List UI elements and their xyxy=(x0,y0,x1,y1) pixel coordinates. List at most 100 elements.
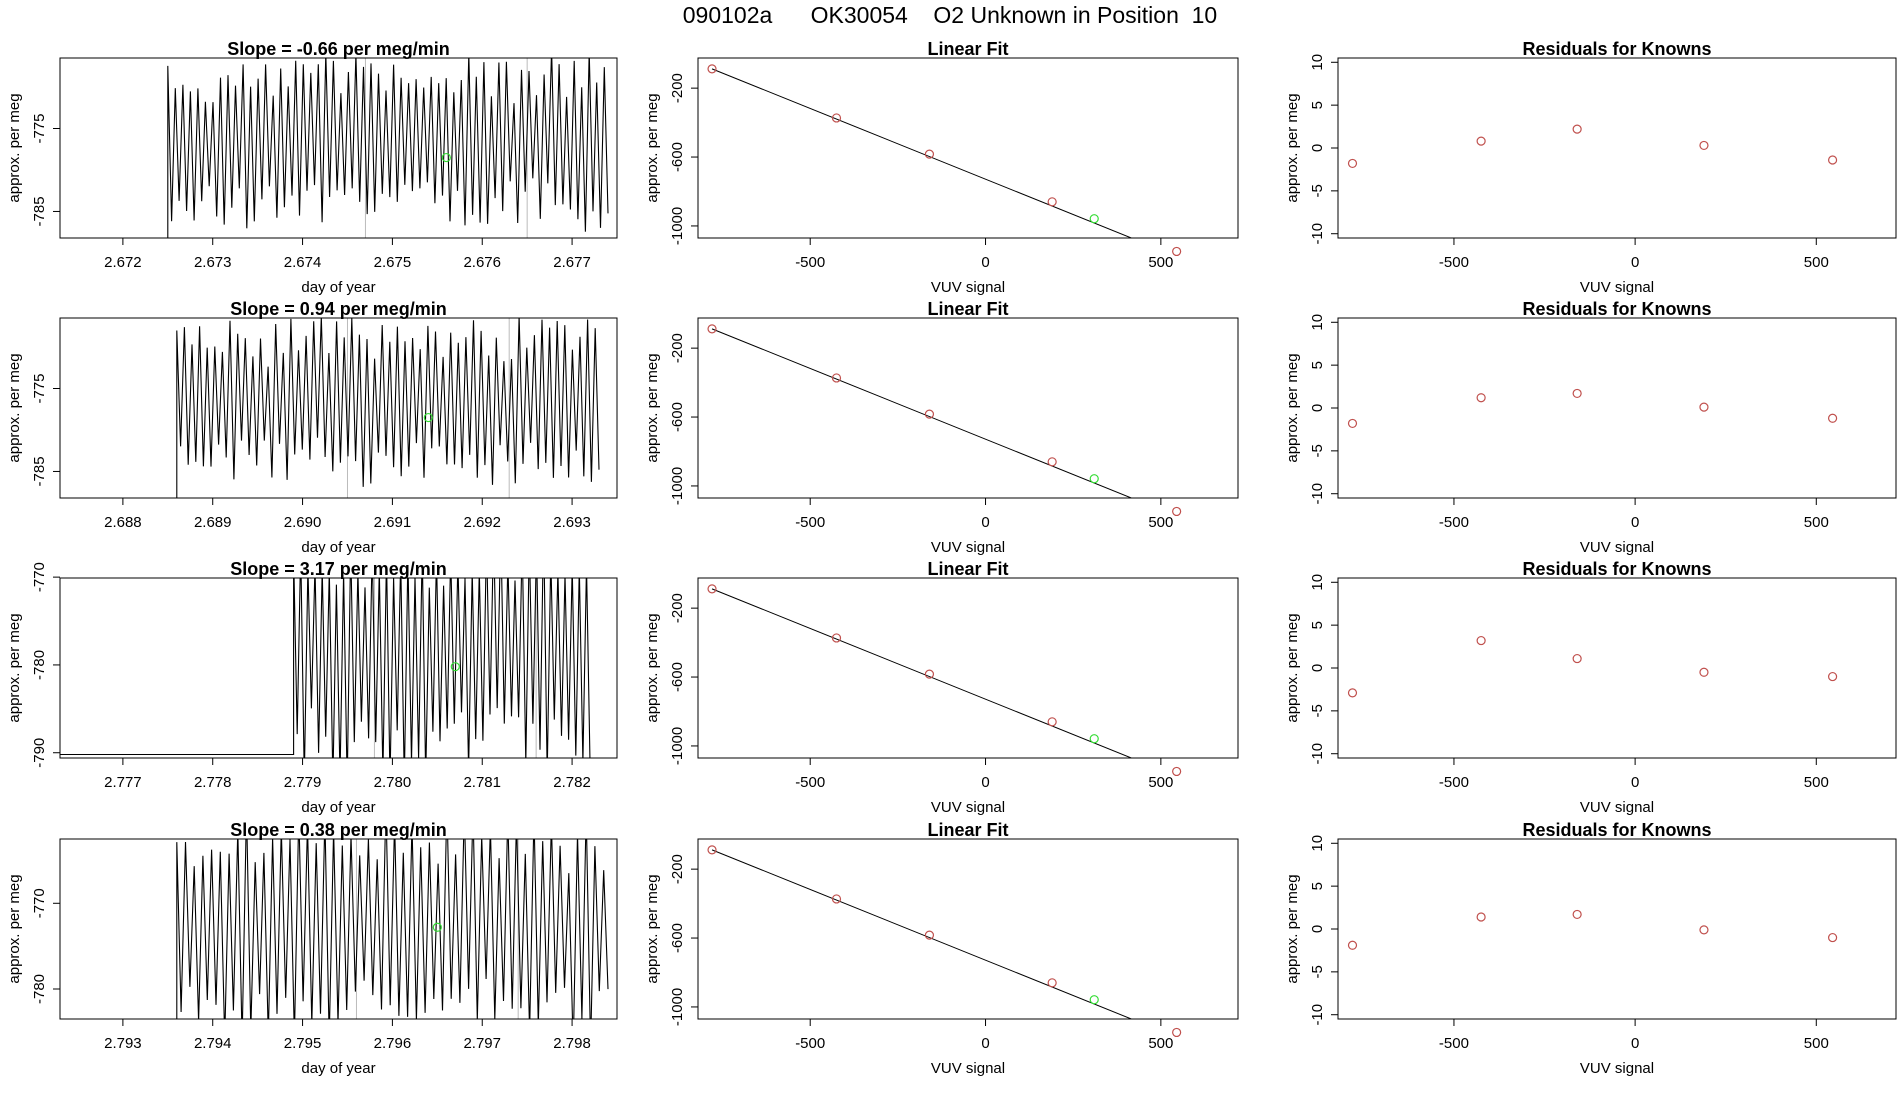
unknown-point-marker xyxy=(450,662,460,672)
x-tick-label: 0 xyxy=(981,254,989,271)
x-tick-label: 0 xyxy=(1631,254,1639,271)
residual-point xyxy=(1699,667,1709,677)
known-standard-point xyxy=(1172,1027,1182,1038)
chart-timeseries-row1: Slope = 0.94 per meg/min day of year appro… xyxy=(6,299,618,556)
y-axis-label: approx. per meg xyxy=(644,93,661,202)
unknown-point-marker xyxy=(423,412,433,423)
chart-residuals-row2: Residuals for Knowns VUV signal approx. pe… xyxy=(1284,559,1897,816)
per-meg-trace-line xyxy=(60,578,591,758)
plot-frame xyxy=(59,577,618,759)
chart-residuals-row1: Residuals for Knowns VUV signal approx. pe… xyxy=(1284,299,1897,556)
x-tick-label: 500 xyxy=(1804,254,1829,271)
y-tick-label: -1000 xyxy=(669,988,686,1026)
plot-frame xyxy=(697,577,1239,759)
known-standard-point xyxy=(831,633,842,643)
y-tick-label: 0 xyxy=(1309,664,1326,672)
y-tick-label: 0 xyxy=(1309,925,1326,933)
chart-timeseries-row0: Slope = -0.66 per meg/min day of year appr… xyxy=(6,39,618,296)
y-axis-label: approx. per meg xyxy=(1284,353,1301,462)
x-tick-label: 2.672 xyxy=(104,254,142,271)
plot-frame xyxy=(1337,317,1897,499)
y-tick-label: -10 xyxy=(1309,483,1326,505)
chart-residuals-row3: Residuals for Knowns VUV signal approx. pe… xyxy=(1284,820,1897,1077)
known-standard-point xyxy=(1047,197,1057,207)
x-tick-label: 500 xyxy=(1148,254,1173,271)
unknown-sample-point xyxy=(1089,474,1099,484)
x-tick-label: 2.777 xyxy=(104,774,142,791)
plot-frame xyxy=(697,317,1239,499)
x-tick-label: 500 xyxy=(1148,774,1173,791)
x-tick-label: 500 xyxy=(1804,514,1829,531)
x-axis-label: VUV signal xyxy=(931,799,1005,816)
x-tick-label: -500 xyxy=(795,1035,825,1052)
plot-frame xyxy=(59,317,618,499)
residual-point xyxy=(1699,402,1709,412)
x-tick-label: 500 xyxy=(1804,774,1829,791)
y-tick-label: -5 xyxy=(1309,444,1326,457)
y-axis-label: approx. per meg xyxy=(644,874,661,983)
x-tick-label: 0 xyxy=(981,1035,989,1052)
x-tick-label: 2.691 xyxy=(374,514,412,531)
page-title: 090102a OK30054 O2 Unknown in Position 1… xyxy=(682,2,1218,28)
y-axis-label: approx. per meg xyxy=(644,613,661,722)
linear-fit-line xyxy=(711,588,1133,758)
known-standard-point xyxy=(707,584,717,594)
x-tick-label: 2.796 xyxy=(374,1035,412,1052)
x-tick-label: 2.782 xyxy=(553,774,591,791)
chart-title: Slope = -0.66 per meg/min xyxy=(227,39,450,59)
chart-title: Linear Fit xyxy=(927,820,1008,840)
unknown-point-marker xyxy=(432,922,442,932)
x-tick-label: 2.693 xyxy=(553,514,591,531)
x-tick-label: 2.798 xyxy=(553,1035,591,1052)
x-tick-label: 2.692 xyxy=(463,514,501,531)
y-tick-label: -785 xyxy=(31,456,48,486)
y-tick-label: -200 xyxy=(669,73,686,103)
unknown-sample-point xyxy=(1089,995,1099,1005)
residual-point xyxy=(1699,140,1709,151)
y-tick-label: -790 xyxy=(31,738,48,768)
residual-point xyxy=(1572,388,1582,399)
per-meg-trace-line xyxy=(60,318,600,498)
y-tick-label: -1000 xyxy=(669,467,686,505)
chart-title: Linear Fit xyxy=(927,39,1008,59)
residual-point xyxy=(1827,413,1838,423)
y-tick-label: -1000 xyxy=(669,207,686,245)
plot-frame xyxy=(1337,57,1897,239)
x-tick-label: -500 xyxy=(795,514,825,531)
x-tick-label: 2.779 xyxy=(284,774,322,791)
y-tick-label: -10 xyxy=(1309,743,1326,765)
y-tick-label: -600 xyxy=(669,402,686,432)
x-tick-label: -500 xyxy=(1439,514,1469,531)
residual-point xyxy=(1827,671,1838,682)
x-tick-label: 2.674 xyxy=(284,254,322,271)
y-tick-label: -5 xyxy=(1309,965,1326,978)
plot-frame xyxy=(59,57,618,239)
y-tick-label: -600 xyxy=(669,923,686,953)
y-axis-label: approx. per meg xyxy=(1284,874,1301,983)
x-tick-label: 2.794 xyxy=(194,1035,232,1052)
chart-title: Residuals for Knowns xyxy=(1522,299,1711,319)
known-standard-point xyxy=(1047,978,1057,988)
y-tick-label: -1000 xyxy=(669,727,686,765)
chart-title: Residuals for Knowns xyxy=(1522,820,1711,840)
x-tick-label: 2.795 xyxy=(284,1035,322,1052)
residual-point xyxy=(1572,909,1582,920)
chart-title: Slope = 0.38 per meg/min xyxy=(230,820,447,840)
y-axis-label: approx. per meg xyxy=(6,353,23,462)
chart-title: Linear Fit xyxy=(927,299,1008,319)
x-tick-label: 500 xyxy=(1148,1035,1173,1052)
y-tick-label: -200 xyxy=(669,854,686,884)
x-tick-label: 2.675 xyxy=(374,254,412,271)
y-axis-label: approx. per meg xyxy=(1284,93,1301,202)
x-axis-label: day of year xyxy=(301,1060,375,1077)
y-tick-label: -775 xyxy=(31,373,48,403)
y-tick-label: -600 xyxy=(669,142,686,172)
y-tick-label: -5 xyxy=(1309,704,1326,717)
x-axis-label: day of year xyxy=(301,279,375,296)
x-tick-label: 2.690 xyxy=(284,514,322,531)
per-meg-trace-line xyxy=(60,839,609,1019)
y-tick-label: 5 xyxy=(1309,882,1326,890)
x-tick-label: 500 xyxy=(1148,514,1173,531)
x-tick-label: 2.797 xyxy=(463,1035,501,1052)
known-standard-point xyxy=(707,324,717,334)
